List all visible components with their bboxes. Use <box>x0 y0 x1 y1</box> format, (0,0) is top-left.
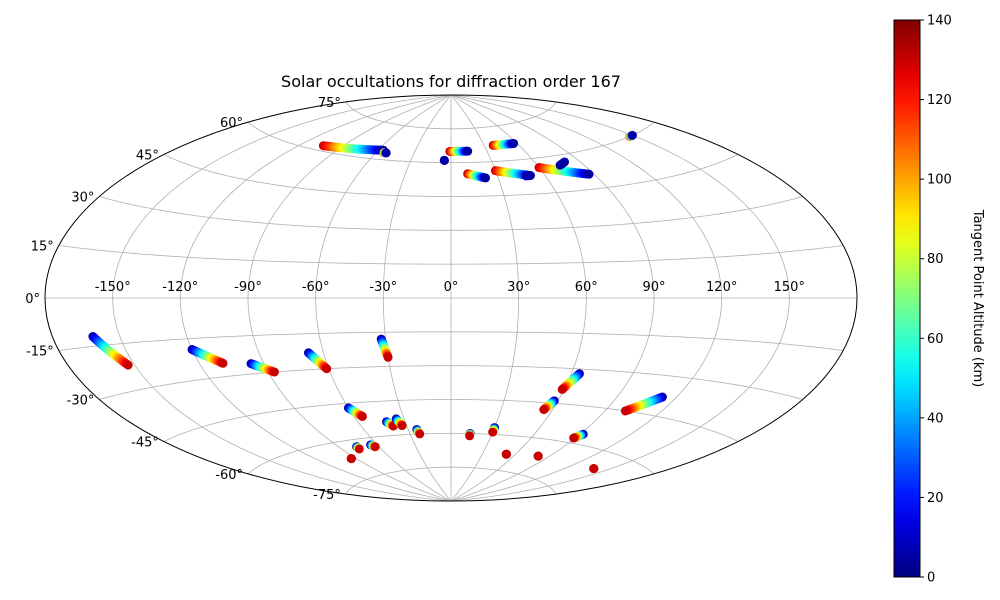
colorbar-tick-label: 0 <box>927 571 935 586</box>
parallel-line <box>99 365 803 400</box>
occultation-point <box>370 442 380 452</box>
occultation-point <box>569 433 579 443</box>
lon-tick-label: 120° <box>706 280 737 295</box>
lon-tick-label: -120° <box>162 280 198 295</box>
colorbar-gradient <box>893 19 921 578</box>
lon-tick-label: 150° <box>774 280 805 295</box>
parallel-line <box>58 245 844 265</box>
lon-tick-label: -60° <box>302 280 330 295</box>
parallel-line <box>247 432 655 475</box>
colorbar-tick-label: 60 <box>927 332 944 347</box>
lon-tick-label: 30° <box>507 280 530 295</box>
occultation-point <box>397 421 407 431</box>
occultation-point <box>357 411 367 421</box>
lat-tick-label: 60° <box>220 116 243 131</box>
map-plot-area: -150° -120° -90° -60° -30° 0° 30° 60° 90° 120° 150… <box>25 94 858 503</box>
colorbar-label: Tangent Point Altitude (km) <box>970 209 985 387</box>
colorbar-tick-label: 120 <box>927 93 952 108</box>
colorbar: 0 20 40 60 80 100 120 140 <box>893 14 952 586</box>
parallel-line <box>247 121 655 164</box>
occultation-point <box>269 367 279 377</box>
occultation-point <box>465 431 475 441</box>
lon-tick-label: -30° <box>369 280 397 295</box>
occultation-point <box>539 405 549 415</box>
parallel-line <box>99 196 803 231</box>
lat-tick-label: -45° <box>131 436 159 451</box>
occultation-point <box>501 449 511 459</box>
occultation-point <box>627 130 637 140</box>
colorbar-tick-label: 40 <box>927 411 944 426</box>
colorbar-tick-label: 140 <box>927 14 952 29</box>
lon-tick-label: 0° <box>444 280 459 295</box>
lat-tick-label: 0° <box>25 292 40 307</box>
lat-tick-label: 30° <box>71 191 94 206</box>
lat-tick-label: -30° <box>67 394 95 409</box>
occultation-point <box>415 429 425 439</box>
chart-title: Solar occultations for diffraction order… <box>281 72 621 91</box>
occultation-point <box>533 451 543 461</box>
occultation-point <box>218 358 228 368</box>
occultation-point <box>381 148 391 158</box>
lat-tick-label: 75° <box>318 96 341 111</box>
occultation-point <box>524 171 534 181</box>
occultation-point <box>322 364 332 374</box>
occultation-point <box>488 427 498 437</box>
occultation-point <box>620 406 630 416</box>
lon-tick-label: -90° <box>234 280 262 295</box>
occultation-point <box>557 384 567 394</box>
occultation-point <box>481 173 491 183</box>
lat-tick-label: -60° <box>215 468 243 483</box>
parallel-line <box>163 154 739 197</box>
lat-tick-label: 15° <box>31 240 54 255</box>
parallel-line <box>58 331 844 351</box>
lat-tick-label: 45° <box>136 149 159 164</box>
occultation-point <box>589 464 599 474</box>
occultation-point <box>439 155 449 165</box>
occultation-point <box>560 157 570 167</box>
occultation-point <box>509 138 519 148</box>
parallel-line <box>163 399 739 442</box>
colorbar-tick-label: 20 <box>927 491 944 506</box>
occultation-point <box>123 360 133 370</box>
occultation-point <box>584 169 594 179</box>
occultation-point <box>383 352 393 362</box>
parallel-line <box>345 466 557 495</box>
lon-tick-label: 90° <box>642 280 665 295</box>
occultation-point <box>463 146 473 156</box>
lon-tick-label: -150° <box>95 280 131 295</box>
occultation-point <box>354 444 364 454</box>
occultation-point <box>346 454 356 464</box>
lat-tick-label: -75° <box>313 488 341 503</box>
lat-tick-label: -15° <box>26 345 54 360</box>
colorbar-tick-label: 100 <box>927 173 952 188</box>
parallel-line <box>345 101 557 130</box>
colorbar-tick-label: 80 <box>927 252 944 267</box>
occultation-points <box>88 130 667 474</box>
lon-tick-label: 60° <box>575 280 598 295</box>
graticule <box>45 94 857 502</box>
map-outline <box>44 94 858 502</box>
